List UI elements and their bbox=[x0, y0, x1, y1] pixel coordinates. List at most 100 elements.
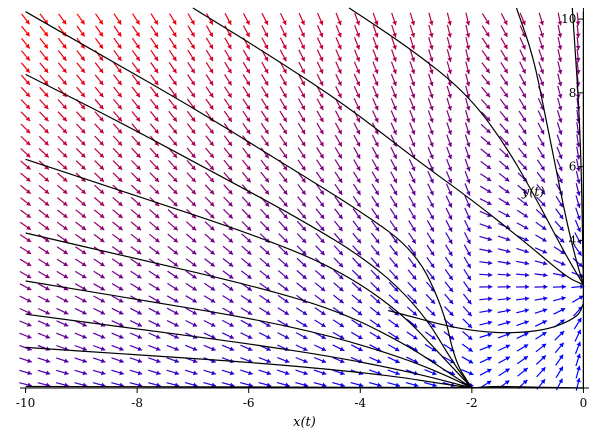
field-arrow bbox=[150, 86, 159, 98]
field-arrow-head bbox=[282, 177, 288, 183]
field-arrow-head bbox=[266, 358, 271, 364]
field-arrow-head bbox=[411, 239, 416, 244]
field-arrow bbox=[57, 50, 67, 62]
field-arrow bbox=[185, 270, 197, 279]
field-arrow-head bbox=[486, 200, 492, 205]
field-arrow-head bbox=[374, 105, 379, 111]
field-arrow bbox=[223, 86, 233, 98]
curve-annotation: y(t) bbox=[521, 185, 545, 200]
field-arrow bbox=[258, 369, 272, 376]
field-arrow bbox=[297, 110, 306, 123]
field-arrow bbox=[168, 37, 177, 50]
field-arrow-head bbox=[246, 177, 251, 183]
field-arrow-head bbox=[429, 154, 434, 159]
field-arrow bbox=[444, 281, 454, 293]
field-arrow-head bbox=[558, 142, 563, 147]
field-arrow-head bbox=[375, 274, 380, 280]
field-arrow bbox=[409, 24, 416, 38]
field-arrow-head bbox=[412, 287, 417, 292]
field-arrow-head bbox=[172, 68, 177, 74]
field-arrow bbox=[223, 98, 233, 111]
field-arrow-head bbox=[338, 274, 344, 280]
field-arrow-head bbox=[208, 20, 213, 25]
field-arrow bbox=[94, 62, 104, 74]
field-arrow bbox=[296, 233, 307, 244]
field-arrow-head bbox=[99, 141, 104, 146]
field-arrow-head bbox=[62, 104, 67, 110]
field-arrow-head bbox=[81, 286, 87, 291]
field-arrow bbox=[481, 49, 491, 62]
field-arrow-head bbox=[319, 141, 324, 147]
field-arrow-head bbox=[374, 202, 379, 208]
field-arrow-head bbox=[229, 346, 235, 351]
field-arrow bbox=[278, 208, 289, 220]
field-arrow-head bbox=[413, 382, 419, 388]
field-arrow-head bbox=[560, 249, 565, 254]
field-arrow-head bbox=[561, 296, 566, 301]
field-arrow bbox=[149, 209, 160, 219]
field-arrow bbox=[93, 221, 105, 231]
field-arrow-head bbox=[172, 56, 177, 61]
field-arrow bbox=[130, 270, 142, 279]
field-arrow-head bbox=[192, 298, 197, 303]
field-arrow-head bbox=[229, 382, 235, 388]
field-arrow bbox=[20, 197, 32, 207]
field-arrow bbox=[56, 320, 69, 327]
field-arrow-head bbox=[543, 296, 548, 301]
field-arrow bbox=[351, 282, 363, 292]
field-arrow bbox=[222, 270, 234, 280]
field-arrow bbox=[94, 86, 104, 98]
field-arrow-head bbox=[155, 286, 160, 291]
field-arrow bbox=[332, 319, 345, 328]
field-arrow bbox=[19, 283, 32, 291]
field-arrow-head bbox=[303, 358, 308, 364]
field-arrow bbox=[463, 244, 472, 257]
field-arrow-head bbox=[100, 358, 106, 363]
field-arrow-head bbox=[136, 201, 141, 206]
field-arrow bbox=[408, 207, 417, 220]
field-arrow-head bbox=[429, 81, 434, 87]
field-arrow bbox=[187, 25, 196, 38]
field-arrow-head bbox=[265, 322, 271, 327]
field-arrow bbox=[335, 61, 342, 74]
field-arrow-head bbox=[357, 322, 363, 328]
field-arrow bbox=[371, 195, 380, 208]
field-arrow bbox=[498, 344, 511, 352]
field-arrow-head bbox=[447, 190, 453, 196]
field-arrow-head bbox=[227, 68, 232, 74]
field-arrow bbox=[479, 356, 492, 364]
field-arrow bbox=[372, 49, 379, 62]
field-arrow bbox=[224, 25, 232, 38]
field-arrow-head bbox=[503, 20, 508, 25]
field-arrow bbox=[500, 74, 509, 86]
field-arrow bbox=[131, 25, 141, 37]
field-arrow bbox=[409, 49, 416, 62]
field-arrow-head bbox=[63, 322, 69, 327]
field-arrow-head bbox=[338, 262, 344, 268]
field-arrow-head bbox=[245, 20, 250, 25]
field-arrow-head bbox=[26, 261, 32, 266]
field-arrow-head bbox=[557, 106, 563, 111]
field-arrow-head bbox=[392, 190, 398, 196]
field-arrow bbox=[388, 294, 399, 304]
field-arrow-head bbox=[245, 105, 250, 110]
field-arrow bbox=[462, 306, 473, 317]
field-arrow bbox=[278, 196, 288, 208]
field-arrow-head bbox=[99, 116, 104, 122]
field-arrow bbox=[279, 74, 287, 86]
field-arrow-head bbox=[301, 178, 306, 183]
field-arrow bbox=[186, 135, 196, 147]
field-arrow-head bbox=[337, 153, 342, 159]
field-arrow bbox=[428, 73, 434, 87]
field-arrow bbox=[314, 282, 326, 292]
field-arrow bbox=[297, 159, 306, 171]
field-arrow bbox=[204, 172, 215, 183]
field-arrow bbox=[409, 61, 416, 75]
field-arrow bbox=[187, 61, 196, 74]
field-arrow bbox=[203, 282, 216, 291]
field-arrow-head bbox=[63, 273, 68, 279]
field-arrow-head bbox=[117, 201, 123, 206]
field-arrow bbox=[352, 257, 362, 268]
field-arrow bbox=[94, 160, 105, 171]
field-arrow bbox=[445, 183, 453, 196]
